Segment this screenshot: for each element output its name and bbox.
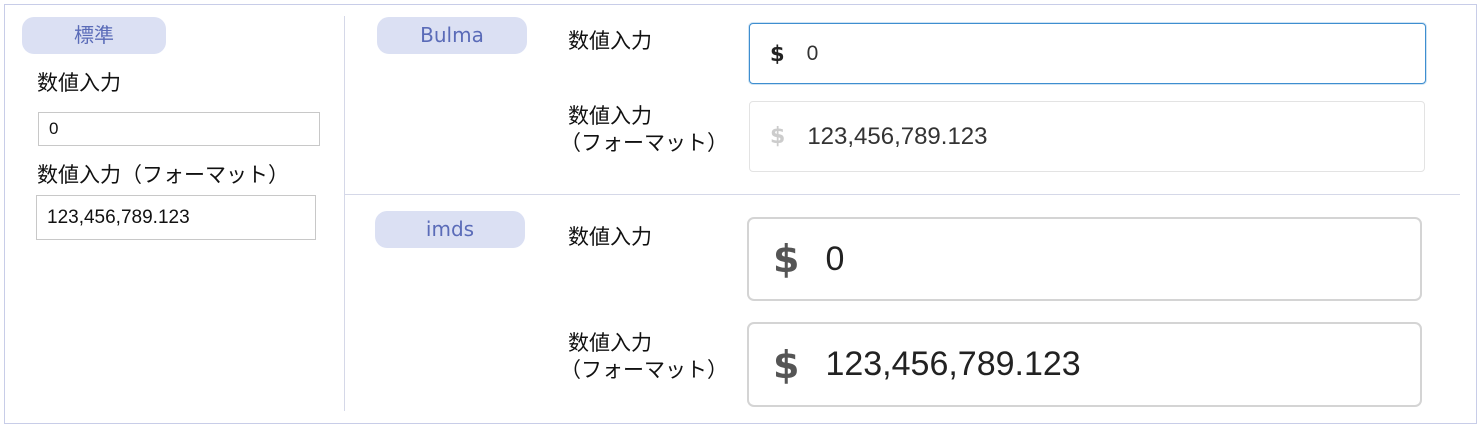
input-value: 0	[49, 119, 59, 138]
standard-formatted-input[interactable]: 123,456,789.123	[36, 195, 316, 240]
bulma-number-input[interactable]: $0	[749, 23, 1426, 84]
label-line: 数値入力	[568, 104, 652, 128]
section-badge-imds: imds	[375, 211, 525, 248]
divider-vertical	[344, 16, 345, 411]
imds-formatted-label: 数値入力 （フォーマット）	[560, 330, 728, 384]
dollar-icon: $	[770, 41, 785, 66]
label-line: 数値入力	[568, 331, 652, 355]
imds-number-input[interactable]: $0	[747, 217, 1422, 301]
dollar-icon: $	[773, 237, 800, 281]
input-value: 0	[806, 41, 819, 65]
standard-number-input[interactable]: 0	[38, 112, 320, 146]
bulma-formatted-input[interactable]: $123,456,789.123	[749, 101, 1425, 172]
input-value: 123,456,789.123	[807, 122, 988, 150]
bulma-formatted-label: 数値入力 （フォーマット）	[560, 103, 728, 157]
input-value: 123,456,789.123	[47, 206, 190, 228]
standard-formatted-label: 数値入力（フォーマット）	[37, 163, 289, 187]
section-badge-bulma: Bulma	[377, 17, 527, 54]
panel-frame	[4, 4, 1477, 424]
input-value: 123,456,789.123	[825, 345, 1081, 383]
imds-number-label: 数値入力	[568, 225, 652, 249]
input-value: 0	[825, 239, 845, 278]
bulma-number-label: 数値入力	[568, 29, 652, 53]
label-line: （フォーマット）	[560, 131, 728, 155]
dollar-icon: $	[773, 342, 800, 387]
imds-formatted-input[interactable]: $123,456,789.123	[747, 322, 1422, 407]
label-line: （フォーマット）	[560, 358, 728, 382]
divider-horizontal	[344, 194, 1460, 195]
section-badge-standard: 標準	[22, 17, 166, 54]
dollar-icon: $	[770, 124, 786, 149]
standard-number-label: 数値入力	[37, 71, 121, 95]
